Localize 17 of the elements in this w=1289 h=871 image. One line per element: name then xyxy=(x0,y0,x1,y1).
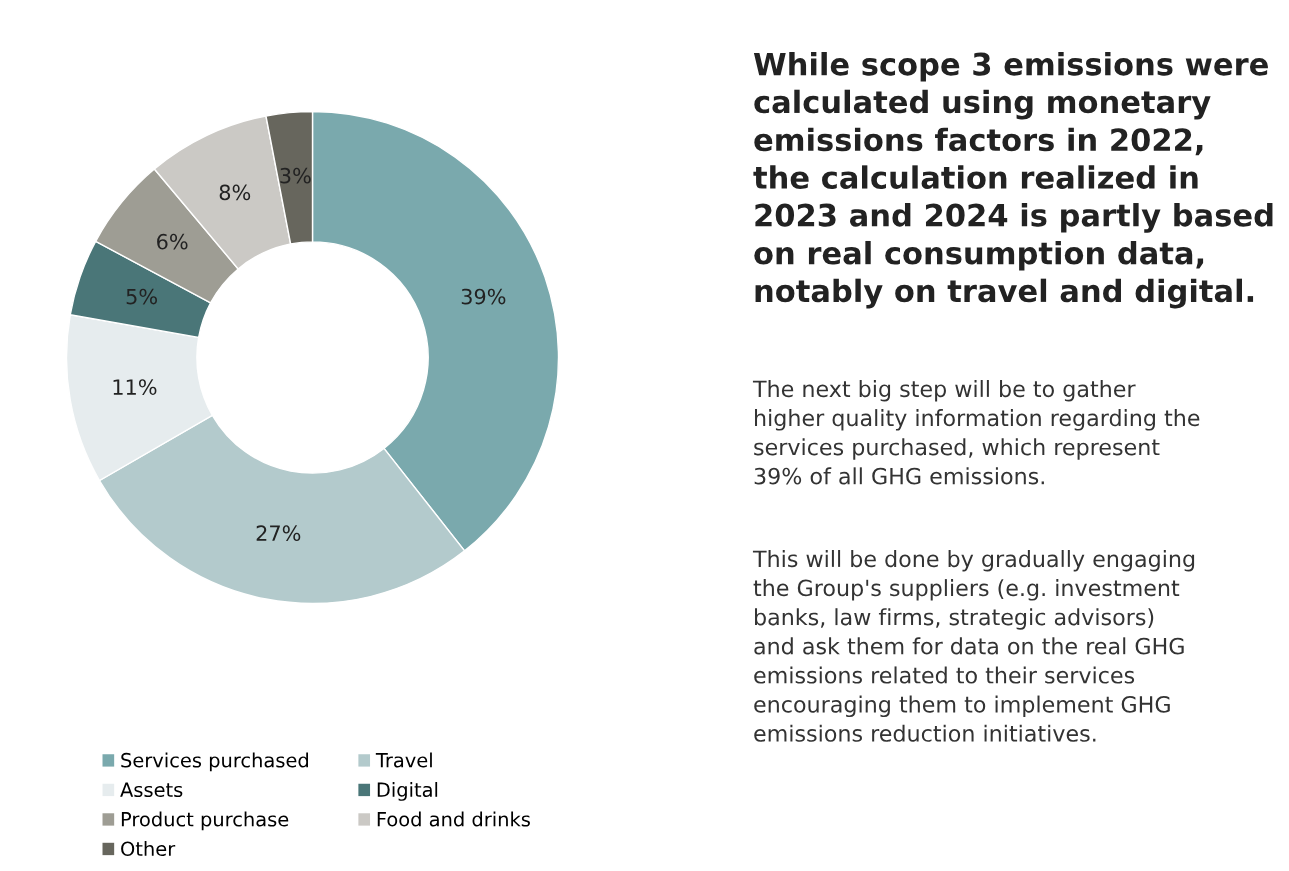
data-label: 5% xyxy=(126,288,158,305)
legend-label: Food and drinks xyxy=(377,811,530,827)
data-label: 3% xyxy=(280,167,311,184)
text: This will be done by gradually engaging the Group's suppliers (e.g. investment banks, law firms, strategic advisors) and ask them for data on the real GHG emissions related to their services encouraging them to implement GHG emissions reduction initiatives. xyxy=(752,550,1195,742)
data-label: 11% xyxy=(113,379,157,395)
text: While scope 3 emissions were calculated using monetary emissions factors in 2022, the calculation realized in 2023 and 2024 is partly based on real consumption data, notably on travel and digital. xyxy=(753,52,1273,309)
legend-label: Assets xyxy=(120,782,183,798)
text: The next big step will be to gather higher quality information regarding the services purchased, which represent 39% of all GHG emissions. xyxy=(752,380,1200,485)
legend-label: Services purchased xyxy=(121,752,308,772)
data-label: 8% xyxy=(219,184,251,201)
data-label: 27% xyxy=(256,525,301,542)
data-label: 6% xyxy=(157,233,188,250)
legend-label: Other xyxy=(121,841,176,857)
legend-label: Digital xyxy=(377,782,438,801)
legend-label: Travel xyxy=(375,752,432,768)
legend-label: Product purchase xyxy=(121,811,289,831)
data-label: 39% xyxy=(461,288,506,305)
